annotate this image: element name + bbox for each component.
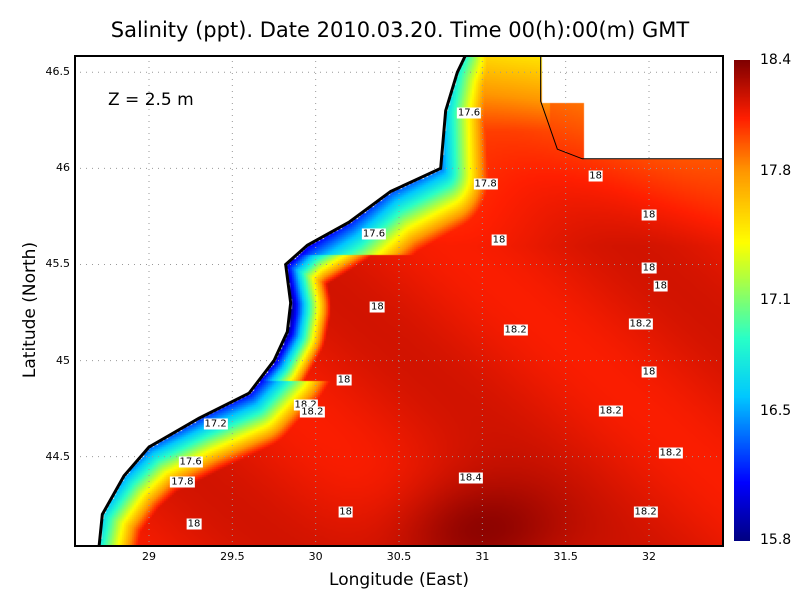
contour-label: 17.6	[178, 456, 203, 468]
colorbar-tick-label: 17.8	[760, 162, 792, 179]
plot-frame	[74, 55, 724, 547]
contour-label: 18	[641, 209, 657, 221]
y-tick-label: 45.5	[45, 257, 71, 271]
contour-label: 18.4	[458, 472, 483, 484]
contour-label: 18	[653, 280, 669, 292]
x-tick-label: 29	[142, 550, 156, 563]
x-tick-label: 31.5	[553, 550, 578, 563]
contour-label: 18	[588, 170, 604, 182]
contour-label: 17.6	[361, 228, 387, 240]
contour-label: 18.2	[300, 406, 325, 418]
contour-label: 17.8	[170, 476, 195, 488]
contour-label: 18.2	[658, 447, 683, 459]
x-tick-label: 30	[308, 550, 323, 563]
x-tick-label: 29.5	[220, 550, 245, 563]
data-boundary	[465, 55, 724, 160]
colorbar-tick-label: 15.8	[760, 532, 792, 548]
contour-label: 18	[369, 301, 385, 313]
x-tick-label: 32	[642, 550, 656, 563]
coastline	[97, 55, 468, 547]
map-overlay	[74, 55, 724, 547]
contour-label: 18	[336, 374, 352, 386]
contour-label: 18	[186, 518, 202, 530]
y-tick-label: 45	[56, 353, 70, 367]
chart-title: Salinity (ppt). Date 2010.03.20. Time 00…	[110, 18, 690, 42]
colorbar-tick-label: 17.1	[760, 292, 792, 308]
x-tick-label: 30.5	[386, 550, 412, 563]
x-tick-label: 31	[475, 550, 490, 563]
y-tick-label: 46.5	[45, 65, 71, 79]
contour-label: 18	[641, 262, 657, 274]
contour-label: 18	[641, 366, 657, 378]
contour-label: 18.2	[293, 399, 318, 411]
depth-annotation: Z = 2.5 m	[108, 90, 194, 110]
contour-label: 17.6	[456, 107, 482, 119]
contour-label: 18.2	[598, 405, 623, 417]
contour-label: 18	[338, 506, 354, 518]
y-tick-label: 44.5	[45, 449, 71, 463]
contour-label: 18.2	[628, 318, 653, 330]
contour-label: 18.2	[633, 506, 658, 518]
colorbar-tick-label: 16.5	[760, 402, 792, 419]
colorbar-tick-label: 18.4	[760, 52, 792, 68]
colorbar	[734, 60, 750, 541]
contour-label: 17.8	[473, 178, 498, 190]
contour-label: 17.2	[203, 418, 228, 430]
contour-label: 18.2	[503, 324, 528, 336]
y-tick-label: 46	[56, 161, 70, 175]
y-axis-label: Latitude (North)	[20, 241, 40, 379]
contour-label: 18	[491, 234, 507, 245]
x-axis-label: Longitude (East)	[329, 570, 469, 590]
